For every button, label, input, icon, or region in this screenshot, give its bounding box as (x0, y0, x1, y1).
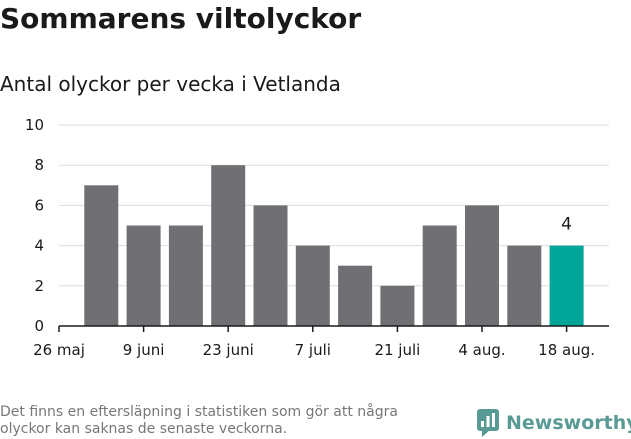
bar (295, 245, 330, 326)
labels: 0 2 4 6 8 10 4 26 maj 9 juni 23 juni 7 juli 21 juli… (25, 116, 595, 359)
bar (338, 265, 373, 326)
axes (58, 325, 609, 332)
y-tick-label: 10 (25, 116, 44, 134)
bar (422, 225, 457, 326)
y-tick-label: 6 (34, 196, 44, 214)
y-tick-label: 8 (34, 156, 44, 174)
brand-logo[interactable]: Newsworthy (476, 408, 631, 438)
data-label: 4 (561, 215, 572, 235)
bars (84, 165, 584, 326)
brand-name: Newsworthy (506, 412, 631, 434)
bar (168, 225, 203, 326)
bar-chart: 0 2 4 6 8 10 4 26 maj 9 juni 23 juni 7 juli 21 juli… (25, 116, 609, 359)
bar (380, 285, 415, 326)
y-tick-label: 0 (34, 317, 44, 335)
footnote: Det finns en eftersläpning i statistiken… (0, 404, 398, 437)
y-tick-label: 2 (34, 277, 44, 295)
bar (84, 185, 119, 326)
x-tick-label: 4 aug. (458, 341, 505, 359)
speech-bubble-chart-icon (477, 409, 499, 437)
bar (465, 205, 499, 326)
x-tick-label: 7 juli (295, 341, 331, 359)
x-tick-label: 23 juni (203, 341, 254, 359)
bar (211, 165, 246, 326)
x-tick-label: 18 aug. (538, 341, 595, 359)
x-tick-label: 21 juli (374, 341, 420, 359)
bar (549, 245, 584, 326)
bar (507, 245, 542, 326)
y-tick-label: 4 (34, 237, 44, 255)
bar (253, 205, 288, 326)
page-title: Sommarens viltolyckor (0, 2, 362, 35)
x-tick-label: 9 juni (123, 341, 165, 359)
chart-subtitle: Antal olyckor per vecka i Vetlanda (0, 72, 341, 96)
bar (126, 225, 161, 326)
x-tick-label: 26 maj (33, 341, 85, 359)
